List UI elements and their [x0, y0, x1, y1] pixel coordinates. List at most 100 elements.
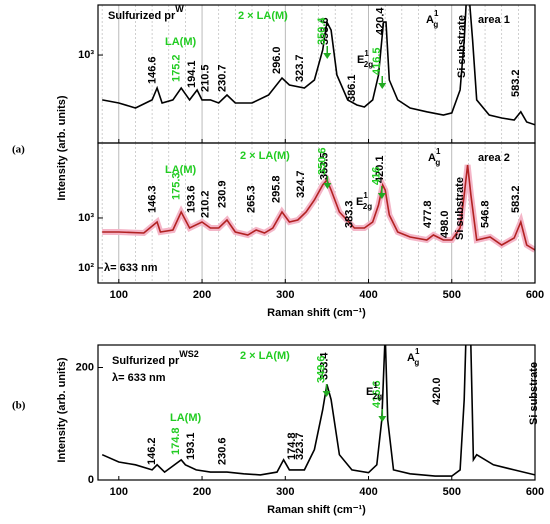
- two-la-label: 2 × LA(M): [240, 150, 290, 162]
- area-label: area 2: [478, 152, 510, 164]
- peak-label: 498.0: [439, 210, 451, 238]
- a1g-label: A1 g: [428, 147, 441, 167]
- la-label: LA(M): [165, 164, 196, 176]
- peak-label: 583.2: [510, 185, 522, 213]
- note: λ= 633 nm: [104, 262, 158, 274]
- y-axis-label: Intensity (arb. units): [56, 95, 68, 200]
- e2g-label: E1 2g: [357, 49, 373, 69]
- peak-label: 295.8: [271, 175, 283, 203]
- green-peak-label: 174.8: [170, 427, 182, 455]
- x-tick-label: 500: [443, 289, 461, 301]
- spectrum: [102, 5, 535, 126]
- si-label: Si substrate: [456, 15, 468, 78]
- peak-label: 323.7: [294, 432, 306, 460]
- e2g-label: E1 2g: [356, 191, 372, 211]
- arrow-head: [322, 391, 331, 397]
- e2g-label-sub: 2g: [364, 60, 373, 69]
- peak-label: 194.1: [186, 60, 198, 88]
- green-peak-label: 350.6: [316, 147, 328, 175]
- peak-label: 323.7: [294, 54, 306, 82]
- area-label: area 1: [478, 14, 510, 26]
- peak-label: 210.2: [199, 190, 211, 218]
- peak-label: 383.3: [344, 200, 356, 228]
- e2g-label-sup: 1: [364, 49, 369, 58]
- si-label: Si substrate: [454, 177, 466, 240]
- green-peak-label: 175.2: [170, 54, 182, 82]
- x-tick-label: 400: [359, 289, 377, 301]
- peak-label: 265.3: [245, 185, 257, 213]
- arrow-head: [377, 193, 386, 199]
- arrow-head: [323, 53, 332, 59]
- arrow-head: [378, 416, 387, 422]
- title-text: Sulfurized pr: [108, 10, 176, 22]
- peak-label: 146.6: [147, 56, 159, 84]
- a1g-label-base: A: [426, 14, 434, 26]
- x-tick-label: 100: [110, 486, 128, 498]
- green-peak-label: 350.4: [316, 17, 328, 45]
- title-sup: WS2: [179, 349, 199, 359]
- y-tick-label: 200: [76, 361, 94, 373]
- x-tick-label: 500: [443, 486, 461, 498]
- x-tick-label: 400: [359, 486, 377, 498]
- y-tick-label: 10³: [78, 212, 94, 224]
- e2g-label-sup: 1: [373, 381, 378, 390]
- x-axis-label: Raman shift (cm⁻¹): [267, 307, 366, 319]
- e2g-label: E1 2g: [366, 381, 382, 401]
- a1g-label-sub: g: [433, 20, 438, 29]
- a1g-label-sub: g: [414, 358, 419, 367]
- arrow-head: [378, 83, 387, 89]
- e2g-label-base: E: [366, 386, 373, 398]
- green-peak-label: 349.6: [315, 355, 327, 383]
- e2g-label-sup: 1: [363, 191, 368, 200]
- plot-frame: [97, 344, 536, 481]
- x-tick-label: 600: [526, 289, 544, 301]
- green-peak-label: 175.3: [170, 172, 182, 200]
- title-text: Sulfurized pr: [112, 355, 180, 367]
- la-label: LA(M): [170, 412, 201, 424]
- x-tick-label: 300: [276, 289, 294, 301]
- y-axis-label: Intensity (arb. units): [56, 357, 68, 462]
- peak-label: 230.9: [217, 180, 229, 208]
- peak-label: 210.5: [200, 64, 212, 92]
- x-tick-label: 200: [193, 486, 211, 498]
- peak-label: 324.7: [295, 170, 307, 198]
- e2g-label-base: E: [356, 196, 363, 208]
- panel-label: (a): [12, 144, 25, 156]
- two-la-label: 2 × LA(M): [238, 10, 288, 22]
- note: λ= 633 nm: [112, 372, 166, 384]
- two-la-label: 2 × LA(M): [240, 350, 290, 362]
- peak-label: 193.6: [186, 185, 198, 213]
- peak-label: 583.2: [510, 69, 522, 97]
- a1g-label: A1 g: [407, 347, 420, 367]
- arrow-head: [323, 183, 332, 189]
- peak-label: 193.1: [185, 432, 197, 460]
- a1g-label-sup: 1: [434, 9, 439, 18]
- x-tick-label: 300: [276, 486, 294, 498]
- x-axis-label: Raman shift (cm⁻¹): [267, 504, 366, 516]
- peak-label: 420.4: [374, 7, 386, 35]
- x-tick-label: 200: [193, 289, 211, 301]
- la-label: LA(M): [165, 36, 196, 48]
- peak-label: 420.0: [431, 377, 443, 405]
- peak-label: 353.4: [319, 352, 331, 380]
- y-tick-label: 10³: [78, 49, 94, 61]
- peak-label: 146.3: [146, 185, 158, 213]
- peak-label: 386.1: [346, 74, 358, 102]
- a1g-label-base: A: [428, 152, 436, 164]
- peak-label: 353.6: [319, 17, 331, 45]
- a1g-label-sup: 1: [436, 147, 441, 156]
- peak-label: 230.7: [217, 64, 229, 92]
- title: Sulfurized prWS2: [112, 349, 199, 367]
- y-tick-label: 0: [88, 474, 94, 486]
- si-label: Si substrate: [528, 362, 540, 425]
- y-tick-label: 10²: [78, 262, 94, 274]
- peak-label: 420.1: [374, 155, 386, 183]
- peak-label: 296.0: [271, 46, 283, 74]
- plot-frame: [97, 142, 536, 284]
- a1g-label-base: A: [407, 352, 415, 364]
- spectrum: [101, 345, 535, 477]
- a1g-label: A1 g: [426, 9, 439, 29]
- peak-label: 353.5: [319, 152, 331, 180]
- e2g-label-sub: 2g: [373, 392, 382, 401]
